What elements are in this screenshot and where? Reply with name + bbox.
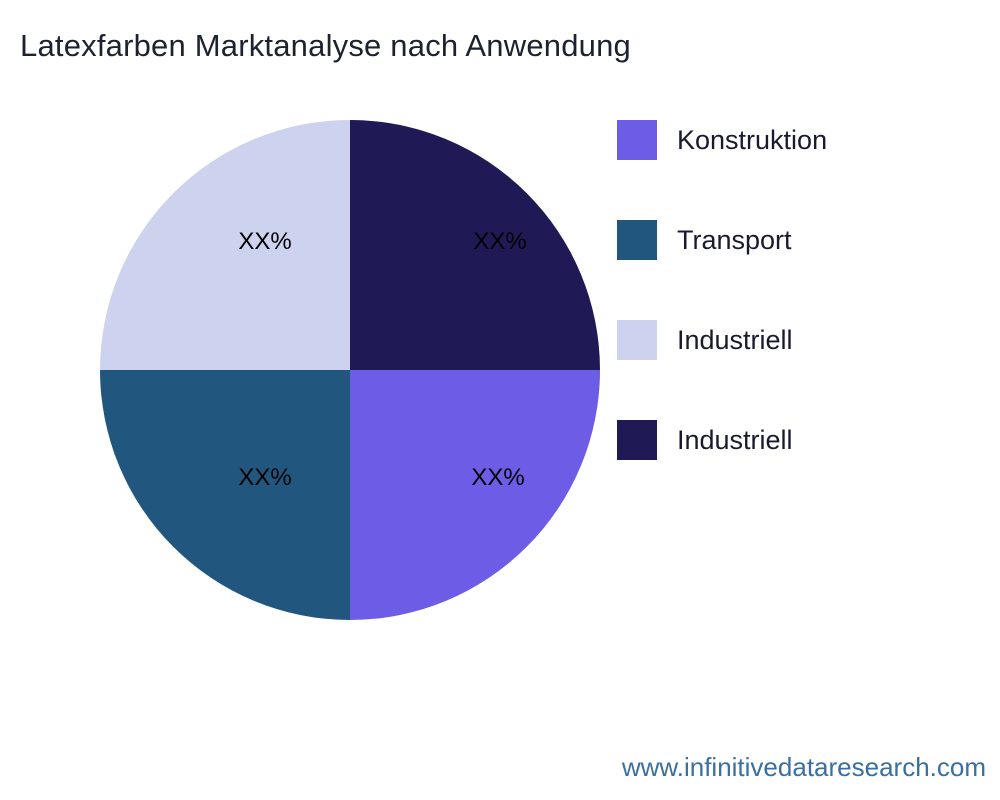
- slice-value-label-transport: XX%: [238, 464, 292, 491]
- legend-item-konstruktion: Konstruktion: [617, 120, 827, 160]
- legend-item-industriell-dark: Industriell: [617, 420, 827, 460]
- legend-swatch-industriell-light: [617, 320, 657, 360]
- slice-value-label-konstruktion: XX%: [471, 464, 525, 491]
- legend-label-industriell-dark: Industriell: [677, 424, 793, 455]
- slice-value-label-industriell-light: XX%: [238, 228, 292, 255]
- legend-label-transport: Transport: [677, 224, 792, 255]
- legend-label-konstruktion: Konstruktion: [677, 124, 828, 155]
- legend-swatch-konstruktion: [617, 120, 657, 160]
- legend-swatch-industriell-dark: [617, 420, 657, 460]
- slice-value-label-industriell-dark: XX%: [473, 228, 527, 255]
- pie-chart: [100, 120, 600, 620]
- legend-swatch-transport: [617, 220, 657, 260]
- legend-item-industriell-light: Industriell: [617, 320, 827, 360]
- legend-label-industriell-light: Industriell: [677, 324, 793, 355]
- legend-item-transport: Transport: [617, 220, 827, 260]
- chart-title: Latexfarben Marktanalyse nach Anwendung: [20, 28, 631, 63]
- legend: Konstruktion Transport Industriell Indus…: [617, 120, 827, 520]
- watermark-link[interactable]: www.infinitivedataresearch.com: [621, 752, 986, 782]
